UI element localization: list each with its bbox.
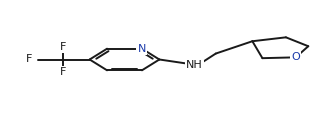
Text: F: F <box>26 55 32 64</box>
Text: N: N <box>138 44 146 54</box>
Text: F: F <box>60 67 66 77</box>
Text: NH: NH <box>186 60 203 70</box>
Text: O: O <box>291 52 300 62</box>
Text: F: F <box>60 42 66 52</box>
